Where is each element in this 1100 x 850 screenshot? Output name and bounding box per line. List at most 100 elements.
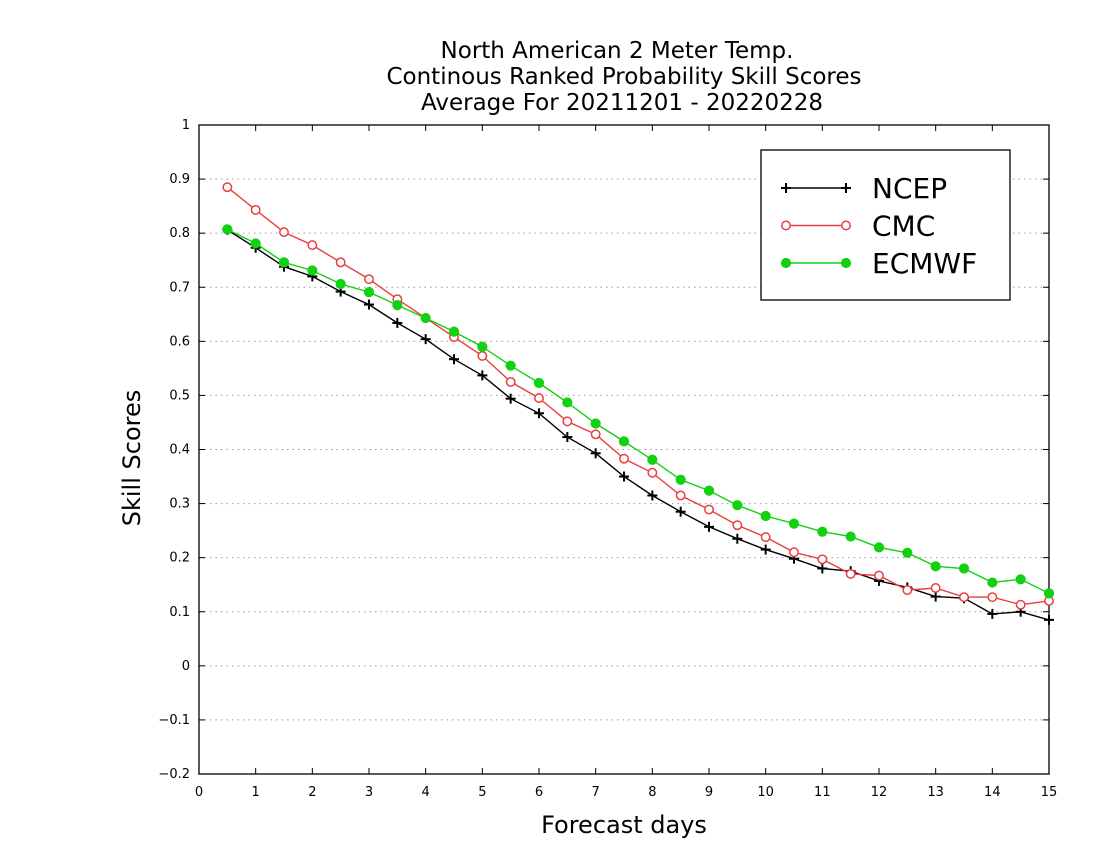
y-tick-label: 1 — [182, 118, 190, 133]
legend-label: CMC — [872, 210, 935, 243]
data-point-cmc — [902, 585, 913, 596]
x-tick-label: 2 — [308, 785, 316, 800]
data-point-cmc — [590, 429, 601, 440]
data-point-cmc — [959, 592, 969, 603]
data-point-ncep — [449, 354, 459, 365]
data-point-cmc — [222, 182, 233, 193]
legend-item-ncep: NCEP — [781, 172, 947, 205]
y-tick-label: 0.5 — [169, 388, 190, 403]
data-point-cmc — [477, 350, 488, 361]
legend-items: NCEP CMC ECMWF — [780, 172, 977, 280]
legend-marker-left — [781, 220, 791, 231]
y-tick-label: 0 — [182, 659, 190, 674]
legend-item-cmc: CMC — [781, 210, 935, 243]
data-point-ecmwf — [788, 518, 800, 529]
data-point-ncep — [675, 506, 686, 517]
x-tick-label: 3 — [365, 785, 373, 800]
data-point-cmc — [1015, 599, 1026, 610]
legend-marker-right — [841, 220, 851, 231]
data-point-ecmwf — [307, 265, 318, 276]
data-point-ecmwf — [477, 341, 488, 352]
legend-marker-right — [840, 257, 852, 269]
y-axis-label: Skill Scores — [118, 390, 146, 527]
x-tick-label: 10 — [757, 785, 774, 800]
legend-label: NCEP — [872, 172, 947, 205]
x-tick-label: 5 — [478, 785, 486, 800]
data-point-ecmwf — [845, 531, 856, 542]
data-point-ecmwf — [335, 278, 346, 290]
data-point-ncep — [534, 408, 544, 419]
data-point-cmc — [845, 568, 856, 579]
y-tick-label: 0.1 — [169, 605, 190, 620]
data-point-ncep — [590, 448, 601, 459]
x-axis-label: Forecast days — [541, 811, 707, 839]
data-point-ncep — [420, 334, 431, 345]
data-point-cmc — [505, 376, 516, 387]
data-point-cmc — [307, 240, 318, 251]
legend-marker-left — [781, 183, 791, 193]
data-point-ecmwf — [902, 547, 913, 558]
chart-title-line-3: Average For 20211201 - 20220228 — [421, 90, 823, 116]
x-tick-label: 4 — [422, 785, 430, 800]
data-point-ecmwf — [392, 299, 403, 311]
data-point-cmc — [760, 532, 771, 543]
y-tick-label: −0.1 — [158, 713, 190, 728]
data-point-ecmwf — [703, 485, 715, 496]
chart-title-line-1: North American 2 Meter Temp. — [441, 38, 794, 64]
data-point-cmc — [732, 520, 743, 531]
chart-title-line-2: Continous Ranked Probability Skill Score… — [386, 64, 861, 90]
y-tick-label: 0.2 — [169, 551, 190, 566]
data-point-ncep — [1044, 614, 1054, 625]
data-point-ecmwf — [930, 561, 941, 572]
data-point-cmc — [704, 504, 714, 515]
data-point-ncep — [930, 591, 941, 602]
data-point-ecmwf — [533, 377, 545, 389]
data-point-ncep — [647, 490, 658, 501]
data-point-cmc — [874, 570, 884, 581]
legend-label: ECMWF — [872, 247, 977, 280]
legend-item-ecmwf: ECMWF — [780, 247, 977, 280]
x-tick-label: 9 — [705, 785, 713, 800]
data-point-ncep — [619, 471, 629, 482]
data-point-ncep — [732, 533, 743, 544]
y-tick-label: −0.2 — [158, 767, 190, 782]
data-point-ecmwf — [958, 563, 970, 574]
data-series — [222, 182, 1055, 625]
data-point-ecmwf — [732, 500, 743, 511]
data-point-cmc — [250, 204, 261, 215]
plot-frame — [198, 124, 1050, 775]
x-tick-label: 7 — [592, 785, 600, 800]
data-point-cmc — [930, 583, 941, 593]
data-point-cmc — [647, 467, 658, 478]
data-point-cmc — [562, 416, 573, 427]
x-tick-label: 6 — [535, 785, 543, 800]
data-point-ncep — [987, 608, 998, 619]
y-tick-label: 0.7 — [169, 280, 190, 295]
data-point-ecmwf — [222, 224, 233, 235]
y-tick-label: 0.3 — [169, 497, 190, 512]
data-point-ecmwf — [647, 454, 658, 465]
legend-marker-left — [780, 257, 792, 269]
axes: −0.2−0.100.10.20.30.40.50.60.70.80.910 1 2… — [158, 118, 1057, 800]
data-point-ecmwf — [420, 312, 431, 324]
x-tick-label: 13 — [927, 785, 944, 800]
data-point-ncep — [704, 521, 714, 532]
data-point-ncep — [505, 393, 516, 404]
data-point-ecmwf — [562, 397, 573, 408]
data-point-ecmwf — [618, 436, 630, 447]
data-point-cmc — [789, 547, 799, 558]
x-tick-label: 0 — [195, 785, 203, 800]
data-point-ncep — [817, 563, 828, 574]
data-point-cmc — [817, 554, 828, 565]
legend-marker-right — [841, 183, 851, 193]
y-tick-label: 0.9 — [169, 172, 190, 187]
x-tick-label: 14 — [984, 785, 1001, 800]
data-point-ecmwf — [675, 474, 686, 485]
data-point-cmc — [534, 393, 544, 404]
data-point-ecmwf — [1043, 588, 1055, 599]
data-point-ecmwf — [817, 526, 828, 537]
data-point-cmc — [987, 592, 998, 603]
data-point-ncep — [364, 299, 374, 310]
data-point-ecmwf — [505, 360, 516, 371]
y-tick-label: 0.8 — [169, 226, 190, 241]
